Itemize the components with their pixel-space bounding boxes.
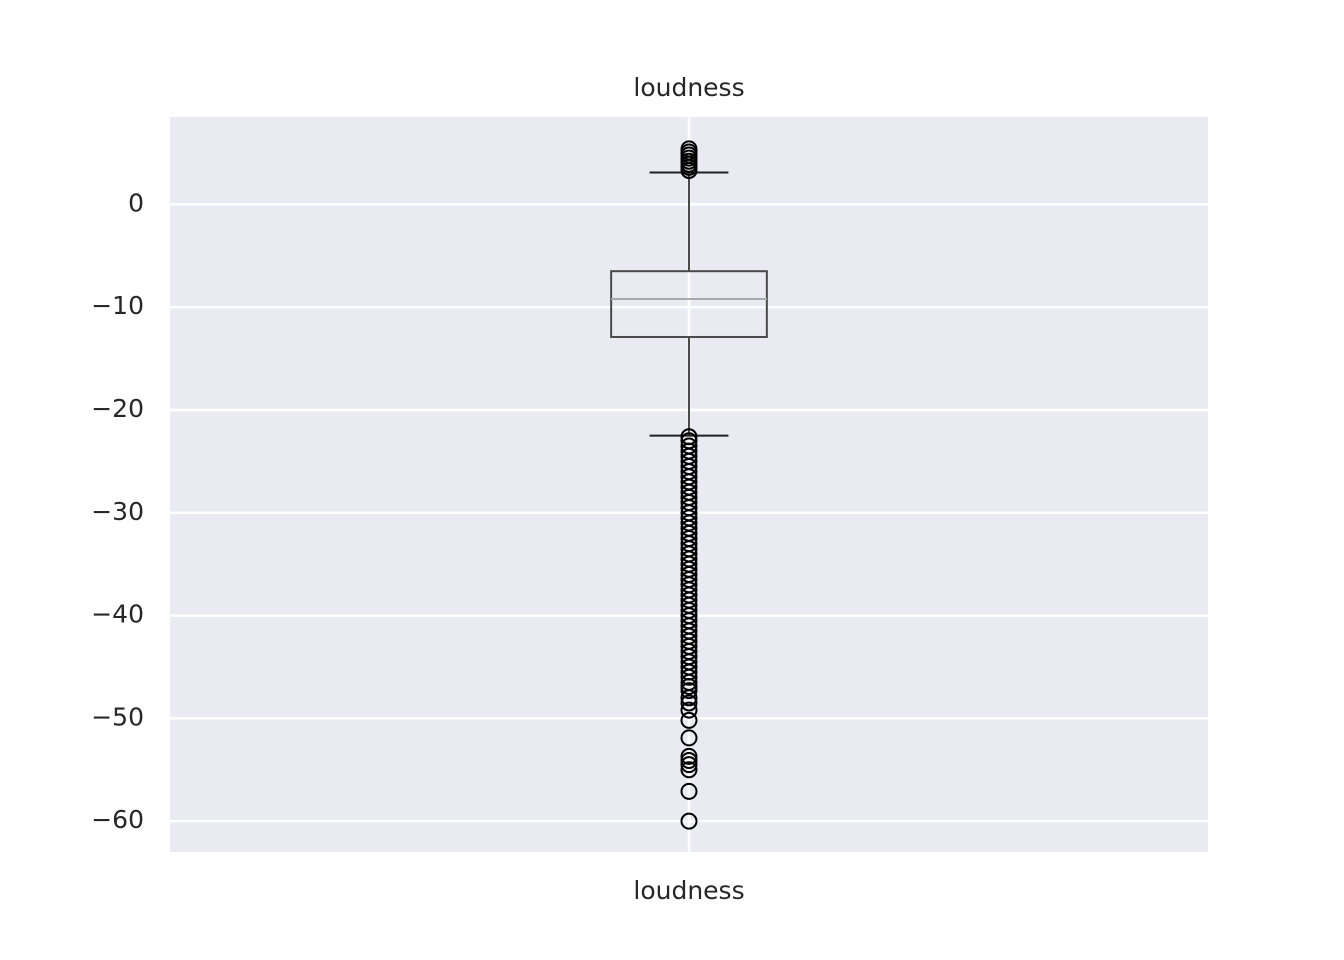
- y-tick-label: −30: [91, 497, 144, 526]
- chart-title: loudness: [633, 73, 744, 102]
- outlier: [680, 682, 698, 700]
- y-tick-label: −40: [91, 600, 144, 629]
- x-tick-label: loudness: [633, 876, 744, 905]
- outlier: [680, 812, 698, 830]
- outlier: [680, 140, 698, 158]
- outlier: [680, 761, 698, 779]
- outlier: [680, 701, 698, 719]
- y-tick-label: −10: [91, 291, 144, 320]
- outlier: [680, 694, 698, 712]
- outlier: [680, 747, 698, 765]
- outlier: [680, 782, 698, 800]
- outlier: [680, 729, 698, 747]
- y-tick-label: −20: [91, 394, 144, 423]
- outlier: [680, 756, 698, 774]
- outlier: [680, 677, 698, 695]
- outlier: [680, 668, 698, 686]
- y-tick-label: −50: [91, 702, 144, 731]
- outlier: [680, 752, 698, 770]
- box: [610, 270, 768, 338]
- y-tick-label: −60: [91, 805, 144, 834]
- y-tick-label: 0: [128, 188, 144, 217]
- outlier: [680, 711, 698, 729]
- outlier: [680, 689, 698, 707]
